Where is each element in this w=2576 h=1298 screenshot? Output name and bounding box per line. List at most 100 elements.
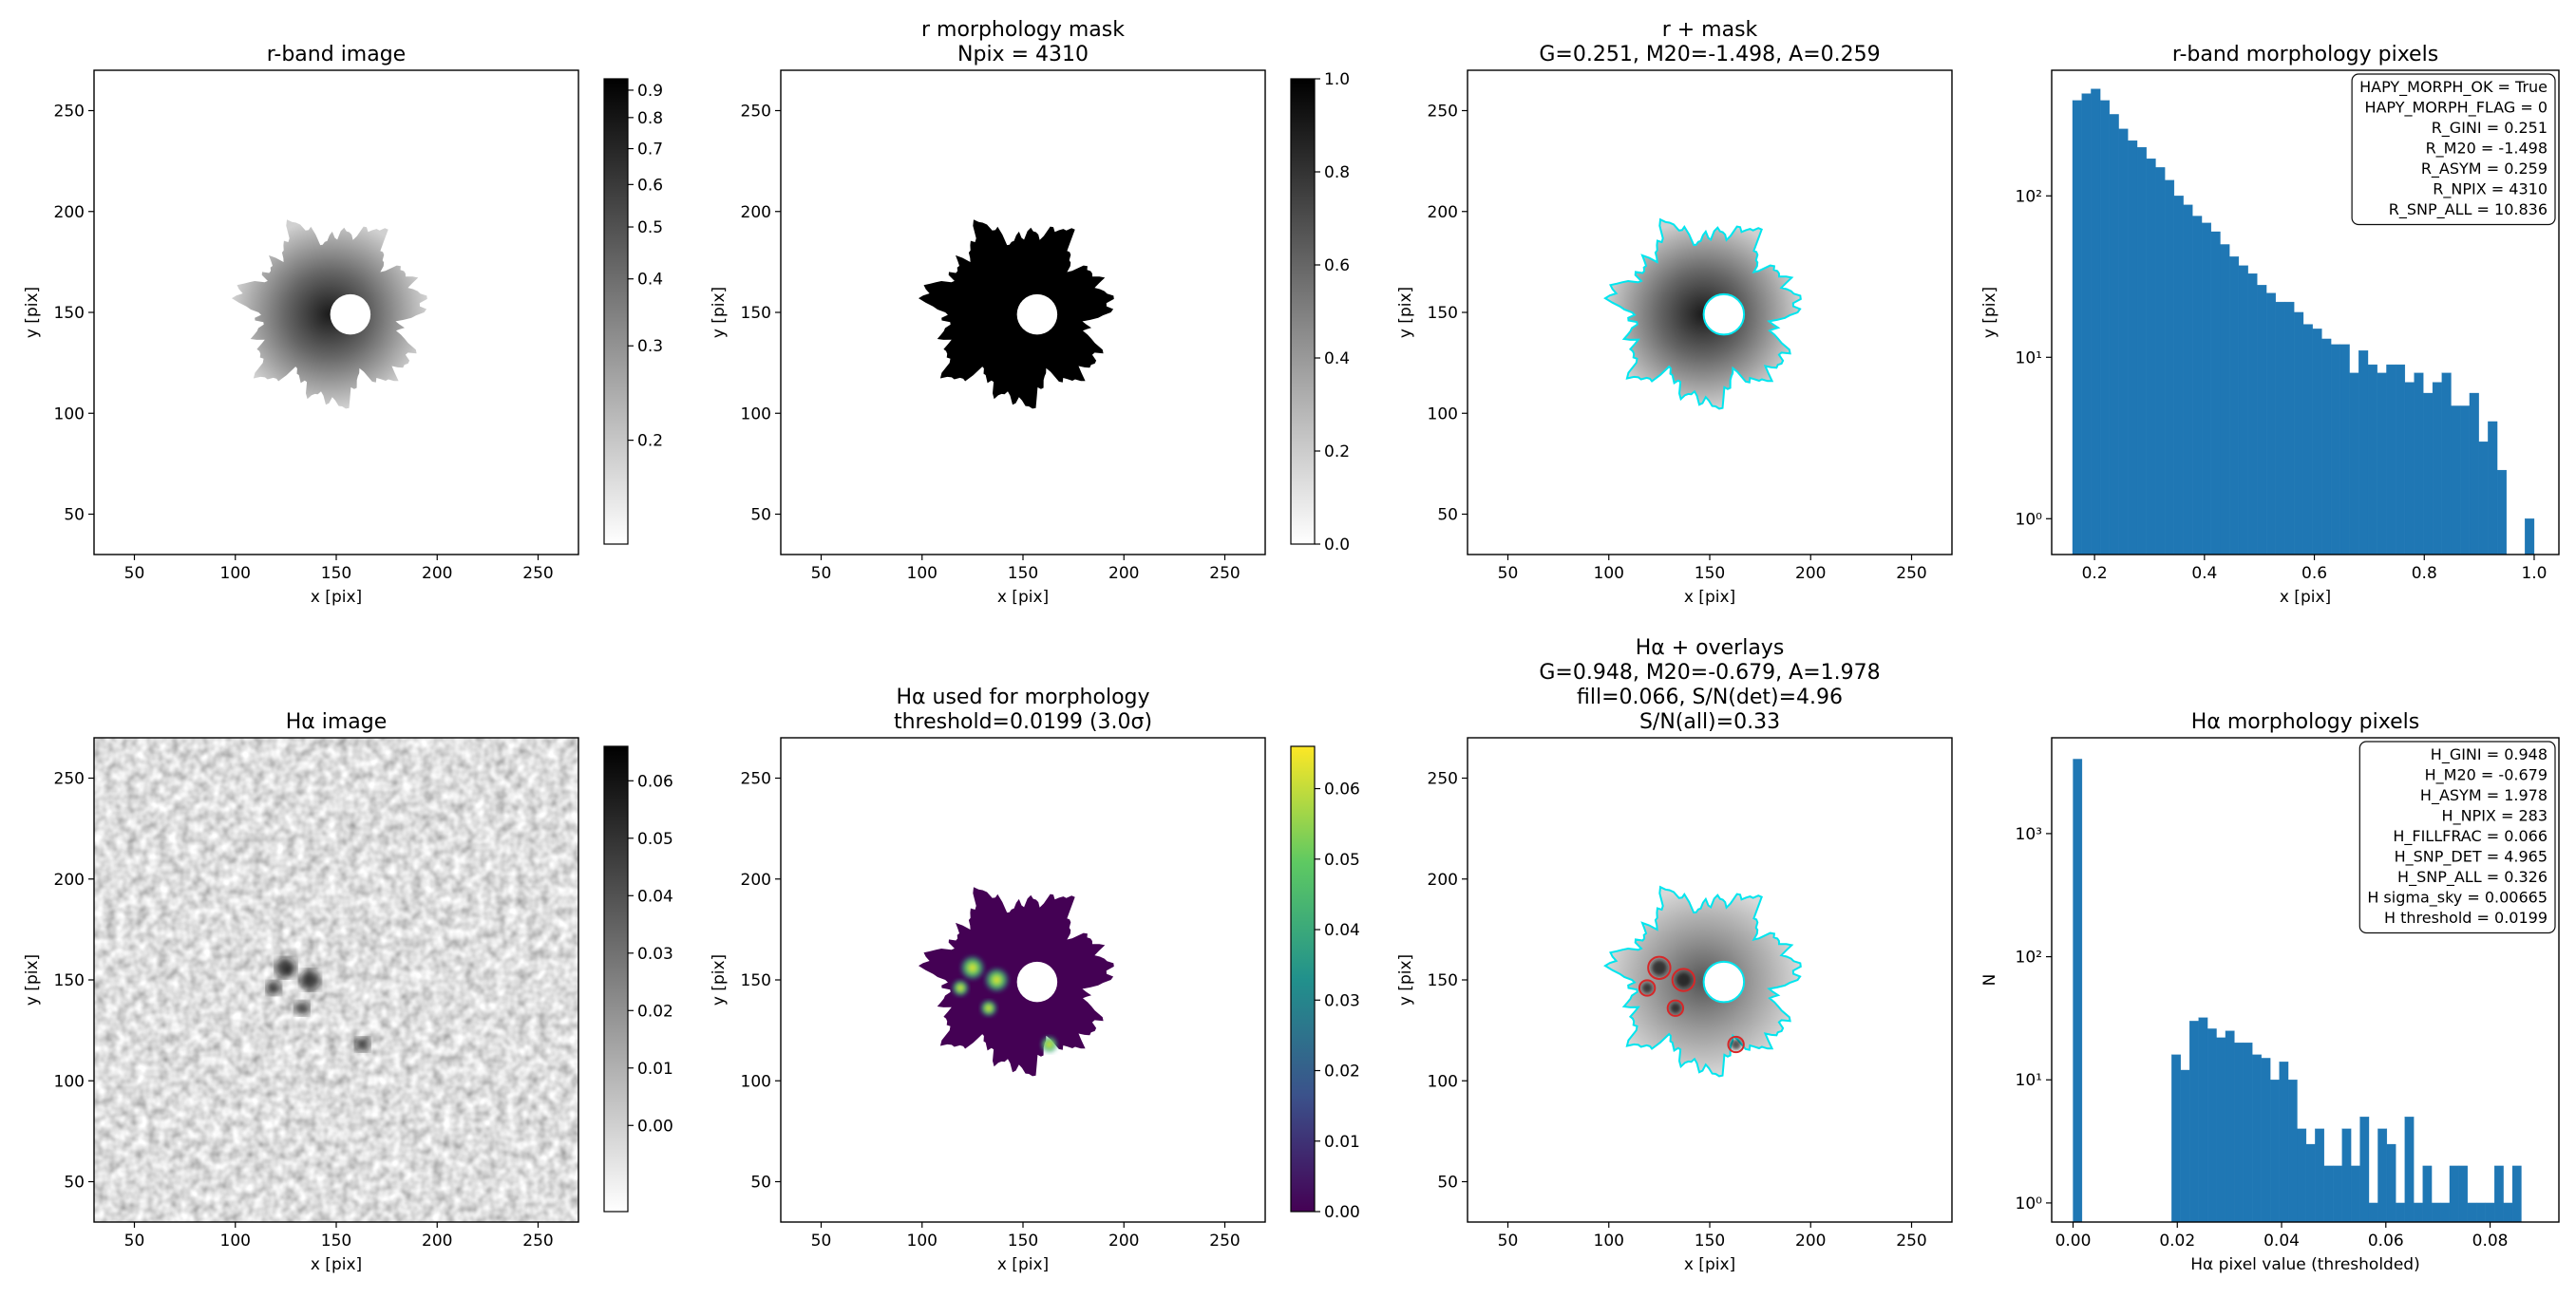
histogram-bar	[2496, 469, 2507, 555]
y-tick-label: 200	[54, 203, 85, 222]
histogram-bar	[2368, 1202, 2378, 1223]
histogram-bar	[2422, 1165, 2433, 1223]
histogram-bar	[2173, 196, 2184, 555]
colorbar-tick-label: 0.2	[637, 432, 663, 451]
x-tick-label: 100	[1594, 1232, 1624, 1251]
histogram-bar	[2414, 372, 2424, 555]
x-tick-label: 250	[1209, 564, 1240, 583]
histogram-bar	[2321, 338, 2332, 555]
colorbar-tick-label: 0.04	[637, 887, 673, 906]
y-tick-label: 50	[750, 1174, 771, 1193]
histogram-bar	[2451, 405, 2461, 555]
y-axis-label: N	[1980, 974, 1999, 987]
detection-contour	[1727, 1035, 1745, 1054]
x-tick-label: 50	[124, 564, 145, 583]
colorbar	[1290, 745, 1316, 1213]
axes-frame	[2051, 69, 2560, 555]
x-tick-label: 250	[1896, 564, 1926, 583]
colorbar-tick-label: 0.05	[1324, 851, 1360, 870]
histogram-bar	[2136, 146, 2147, 555]
emission-spot	[1669, 1002, 1681, 1014]
annotation-line: R_SNP_ALL = 10.836	[2389, 200, 2548, 219]
x-axis-label: x [pix]	[311, 588, 362, 607]
annotation-line: H_ASYM = 1.978	[2420, 786, 2548, 805]
histogram-bar	[2414, 1202, 2423, 1223]
y-tick-label: 50	[64, 1174, 85, 1193]
histogram-bar	[2377, 372, 2387, 555]
histogram-bar	[2305, 1143, 2316, 1223]
y-tick-label: 50	[64, 506, 85, 525]
y-axis-label: y [pix]	[710, 287, 729, 338]
histogram-bar	[2183, 204, 2193, 555]
histogram-bar	[2257, 285, 2267, 555]
y-tick-label: 50	[1437, 1174, 1458, 1193]
histogram-bar	[2073, 759, 2083, 1223]
histogram-bar	[2180, 1069, 2190, 1223]
histogram-bar	[2297, 1128, 2307, 1223]
annotation-line: H_FILLFRAC = 0.066	[2393, 827, 2548, 846]
colorbar-tick-label: 0.3	[637, 337, 663, 356]
x-tick-label: 100	[907, 1232, 938, 1251]
emission-spot	[266, 981, 281, 995]
x-tick-label: 150	[1695, 564, 1725, 583]
mask-hole	[330, 293, 371, 335]
histogram-bar	[2302, 324, 2313, 555]
chart-title: Hα morphology pixels	[2191, 710, 2419, 734]
y-tick-label: 10¹	[2016, 1071, 2042, 1090]
histogram-bar	[2275, 301, 2285, 555]
chart-title: Hα image	[286, 710, 388, 734]
galaxy	[232, 219, 427, 409]
annotation-line: R_GINI = 0.251	[2432, 119, 2548, 138]
histogram-bar	[2449, 1165, 2459, 1223]
emission-spot	[960, 955, 985, 980]
colorbar-tick-label: 0.0	[1324, 536, 1350, 555]
histogram-bar	[2367, 364, 2377, 555]
y-tick-label: 10¹	[2016, 348, 2042, 367]
y-tick-label: 250	[741, 103, 771, 122]
histogram-bar	[2386, 364, 2396, 555]
emission-spot	[1651, 959, 1668, 976]
y-axis-label: y [pix]	[1396, 954, 1415, 1006]
x-tick-label: 0.06	[2368, 1232, 2404, 1251]
image-content	[94, 738, 578, 1222]
y-tick-label: 200	[54, 871, 85, 890]
x-axis-label: x [pix]	[1684, 588, 1735, 607]
x-tick-label: 0.8	[2412, 564, 2437, 583]
mask-hole	[1702, 960, 1746, 1004]
x-tick-label: 150	[321, 1232, 351, 1251]
annotation-line: R_ASYM = 0.259	[2421, 160, 2548, 179]
y-tick-label: 250	[54, 103, 85, 122]
histogram-bar	[2467, 1202, 2477, 1223]
chart-subtitle: G=0.251, M20=-1.498, A=0.259	[1539, 43, 1880, 66]
histogram-bar	[2072, 100, 2082, 555]
histogram-bar	[2458, 1165, 2468, 1223]
x-tick-label: 50	[811, 1232, 832, 1251]
x-tick-label: 1.0	[2521, 564, 2547, 583]
x-tick-label: 200	[1108, 564, 1139, 583]
y-tick-label: 200	[741, 871, 771, 890]
annotation-line: HAPY_MORPH_OK = True	[2359, 78, 2548, 97]
histogram-bar	[2359, 1117, 2370, 1223]
x-tick-label: 0.08	[2472, 1232, 2509, 1251]
histogram-bar	[2460, 405, 2471, 555]
emission-spot	[1040, 1036, 1058, 1053]
histogram-bar	[2201, 222, 2211, 555]
chart-subtitle: threshold=0.0199 (3.0σ)	[894, 710, 1152, 734]
y-tick-label: 150	[741, 971, 771, 990]
x-tick-label: 200	[1108, 1232, 1139, 1251]
histogram-bar	[2323, 1165, 2334, 1223]
annotation-line: R_NPIX = 4310	[2433, 180, 2548, 199]
colorbar-tick-label: 0.05	[637, 830, 673, 849]
histogram-bar	[2488, 421, 2498, 555]
y-tick-label: 10⁰	[2016, 1195, 2043, 1213]
detection-contour	[1671, 968, 1696, 992]
histogram-bar	[2165, 179, 2175, 555]
histogram-bar	[2358, 350, 2369, 555]
mask-hole	[1016, 293, 1058, 335]
histogram-bar	[2238, 265, 2248, 555]
y-axis-label: y [pix]	[1980, 287, 1999, 338]
annotation-line: R_M20 = -1.498	[2426, 140, 2548, 159]
colorbar-tick-label: 0.4	[637, 271, 663, 290]
colorbar-tick-label: 0.8	[1324, 163, 1350, 182]
